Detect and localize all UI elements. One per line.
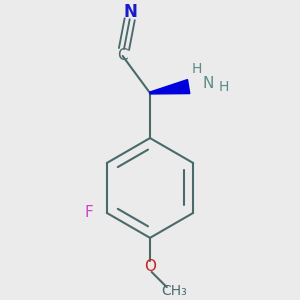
- Text: H: H: [191, 62, 202, 76]
- Text: F: F: [85, 206, 94, 220]
- Text: H: H: [219, 80, 229, 94]
- Text: N: N: [202, 76, 214, 91]
- Polygon shape: [150, 80, 190, 94]
- Text: CH₃: CH₃: [161, 284, 187, 298]
- Text: O: O: [144, 259, 156, 274]
- Text: N: N: [124, 3, 138, 21]
- Text: C: C: [117, 48, 128, 63]
